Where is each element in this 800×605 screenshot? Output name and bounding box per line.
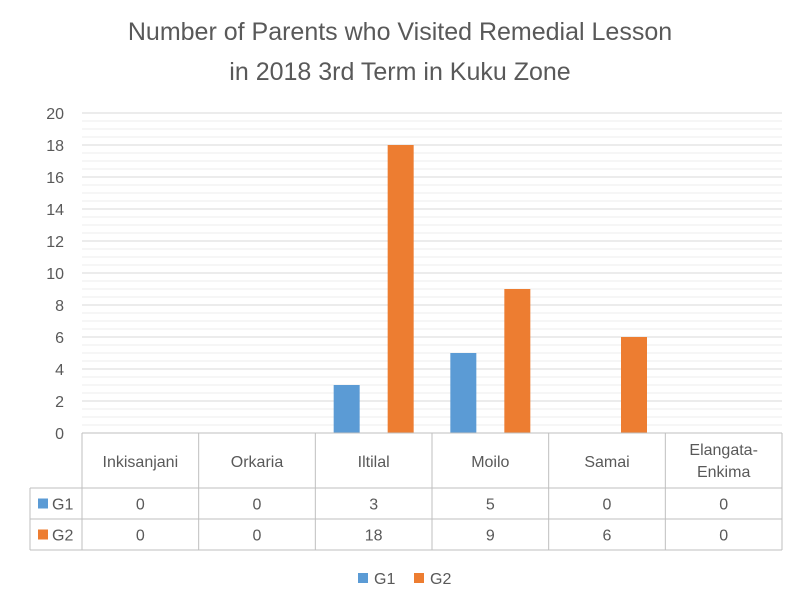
legend-label: G2 (430, 571, 451, 588)
bar-g2 (504, 289, 531, 433)
table-value: 0 (603, 497, 612, 514)
category-label: Moilo (471, 454, 509, 471)
category-label: Inkisanjani (103, 454, 179, 471)
y-tick-label: 10 (46, 266, 64, 283)
y-tick-label: 8 (55, 298, 64, 315)
y-tick-label: 6 (55, 330, 64, 347)
chart-title: Number of Parents who Visited Remedial L… (128, 18, 672, 86)
table-value: 0 (136, 497, 145, 514)
table-value: 0 (253, 528, 262, 545)
y-tick-label: 14 (46, 202, 64, 219)
legend-key (414, 573, 424, 583)
table-value: 0 (719, 528, 728, 545)
legend-label: G1 (374, 571, 395, 588)
table-value: 18 (365, 528, 383, 545)
table-value: 3 (369, 497, 378, 514)
y-tick-label: 4 (55, 362, 64, 379)
chart-title-line: in 2018 3rd Term in Kuku Zone (229, 58, 570, 86)
data-table: Inkisanjani Orkaria Iltilal Moilo Samai Elang… (29, 432, 783, 551)
category-label: Samai (584, 454, 629, 471)
table-value: 0 (136, 528, 145, 545)
gridlines (82, 112, 782, 434)
y-tick-label: 20 (46, 106, 64, 123)
y-tick-label: 12 (46, 234, 64, 251)
y-tick-label: 16 (46, 170, 64, 187)
y-axis-tick-labels: 0 2 4 6 8 10 12 14 16 18 20 (46, 106, 64, 443)
table-series-label: G2 (52, 528, 73, 545)
y-tick-label: 18 (46, 138, 64, 155)
table-value: 6 (603, 528, 612, 545)
legend-key (358, 573, 368, 583)
table-legend-key (38, 529, 48, 540)
category-label: Elangata- (689, 442, 758, 459)
category-label: Orkaria (231, 454, 284, 471)
bar-g1 (450, 353, 477, 433)
category-label: Enkima (697, 464, 750, 481)
bar-g1 (333, 385, 360, 433)
table-legend-key (38, 498, 48, 509)
table-value: 5 (486, 497, 495, 514)
table-series-label: G1 (52, 497, 73, 514)
bar-g2 (387, 145, 414, 433)
bar-g2 (621, 337, 647, 433)
table-value: 0 (253, 497, 262, 514)
table-value: 0 (719, 497, 728, 514)
y-tick-label: 0 (55, 426, 64, 443)
category-label: Iltilal (358, 454, 390, 471)
y-tick-label: 2 (55, 394, 64, 411)
chart-title-line: Number of Parents who Visited Remedial L… (128, 18, 672, 46)
table-value: 9 (486, 528, 495, 545)
legend: G1 G2 (358, 571, 451, 588)
bars (333, 145, 647, 433)
